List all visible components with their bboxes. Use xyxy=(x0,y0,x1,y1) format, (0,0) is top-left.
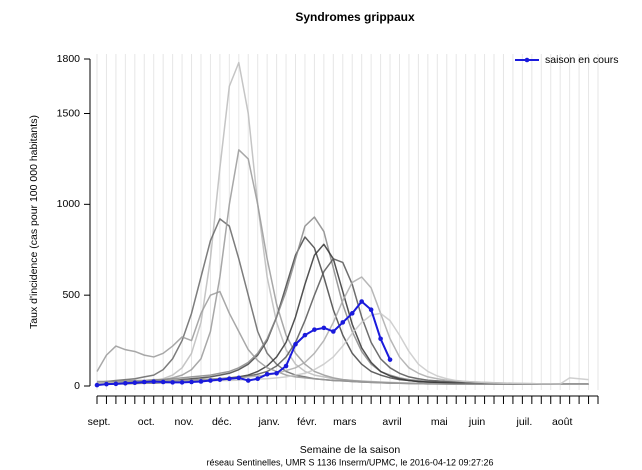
x-tick-label: mars xyxy=(333,416,356,428)
point xyxy=(378,336,383,342)
y-tick-label: 1500 xyxy=(57,107,81,119)
point xyxy=(312,327,317,332)
x-tick-label: août xyxy=(552,416,573,428)
point xyxy=(387,357,393,362)
footer: réseau Sentinelles, UMR S 1136 Inserm/UP… xyxy=(207,457,494,467)
y-tick-label: 1800 xyxy=(57,53,81,65)
x-tick-label: nov. xyxy=(175,416,194,428)
x-tick-label: févr. xyxy=(297,416,317,428)
chart-title: Syndromes grippaux xyxy=(295,10,415,24)
y-axis-label: Taux d'incidence (cas pour 100 000 habit… xyxy=(28,115,40,329)
point xyxy=(94,382,100,388)
y-tick-label: 1000 xyxy=(57,198,81,210)
point xyxy=(255,376,260,382)
point xyxy=(293,341,298,347)
point xyxy=(359,299,364,304)
point xyxy=(340,320,346,325)
point xyxy=(331,329,336,334)
x-axis-label: Semaine de la saison xyxy=(300,444,401,456)
point xyxy=(321,325,327,331)
x-tick-label: juil. xyxy=(515,416,532,428)
point xyxy=(274,370,279,376)
y-tick-label: 500 xyxy=(62,289,80,301)
x-tick-label: janv. xyxy=(257,416,279,428)
point xyxy=(141,379,147,385)
x-tick-label: avril xyxy=(382,416,401,428)
point xyxy=(283,363,289,369)
point xyxy=(123,380,128,386)
point xyxy=(104,381,109,387)
point xyxy=(349,311,355,316)
point xyxy=(113,381,119,387)
point xyxy=(227,376,232,382)
point xyxy=(132,380,138,386)
point xyxy=(368,307,374,313)
x-tick-label: déc. xyxy=(212,416,232,428)
x-tick-label: oct. xyxy=(138,416,155,428)
point xyxy=(170,380,175,385)
history-line xyxy=(96,290,589,385)
point xyxy=(245,378,251,383)
x-tick-label: mai xyxy=(431,416,448,428)
point xyxy=(264,371,270,377)
point xyxy=(236,375,242,381)
point xyxy=(217,377,223,382)
point xyxy=(208,378,213,383)
x-tick-label: sept. xyxy=(88,416,111,428)
point xyxy=(189,379,194,385)
point xyxy=(302,332,308,338)
legend-marker xyxy=(524,57,530,63)
legend-label: saison en cours xyxy=(545,54,619,66)
y-tick-label: 0 xyxy=(74,380,80,392)
point xyxy=(160,379,166,385)
point xyxy=(179,380,185,385)
x-tick-label: juin xyxy=(468,416,486,428)
point xyxy=(151,379,157,384)
point xyxy=(198,379,204,384)
